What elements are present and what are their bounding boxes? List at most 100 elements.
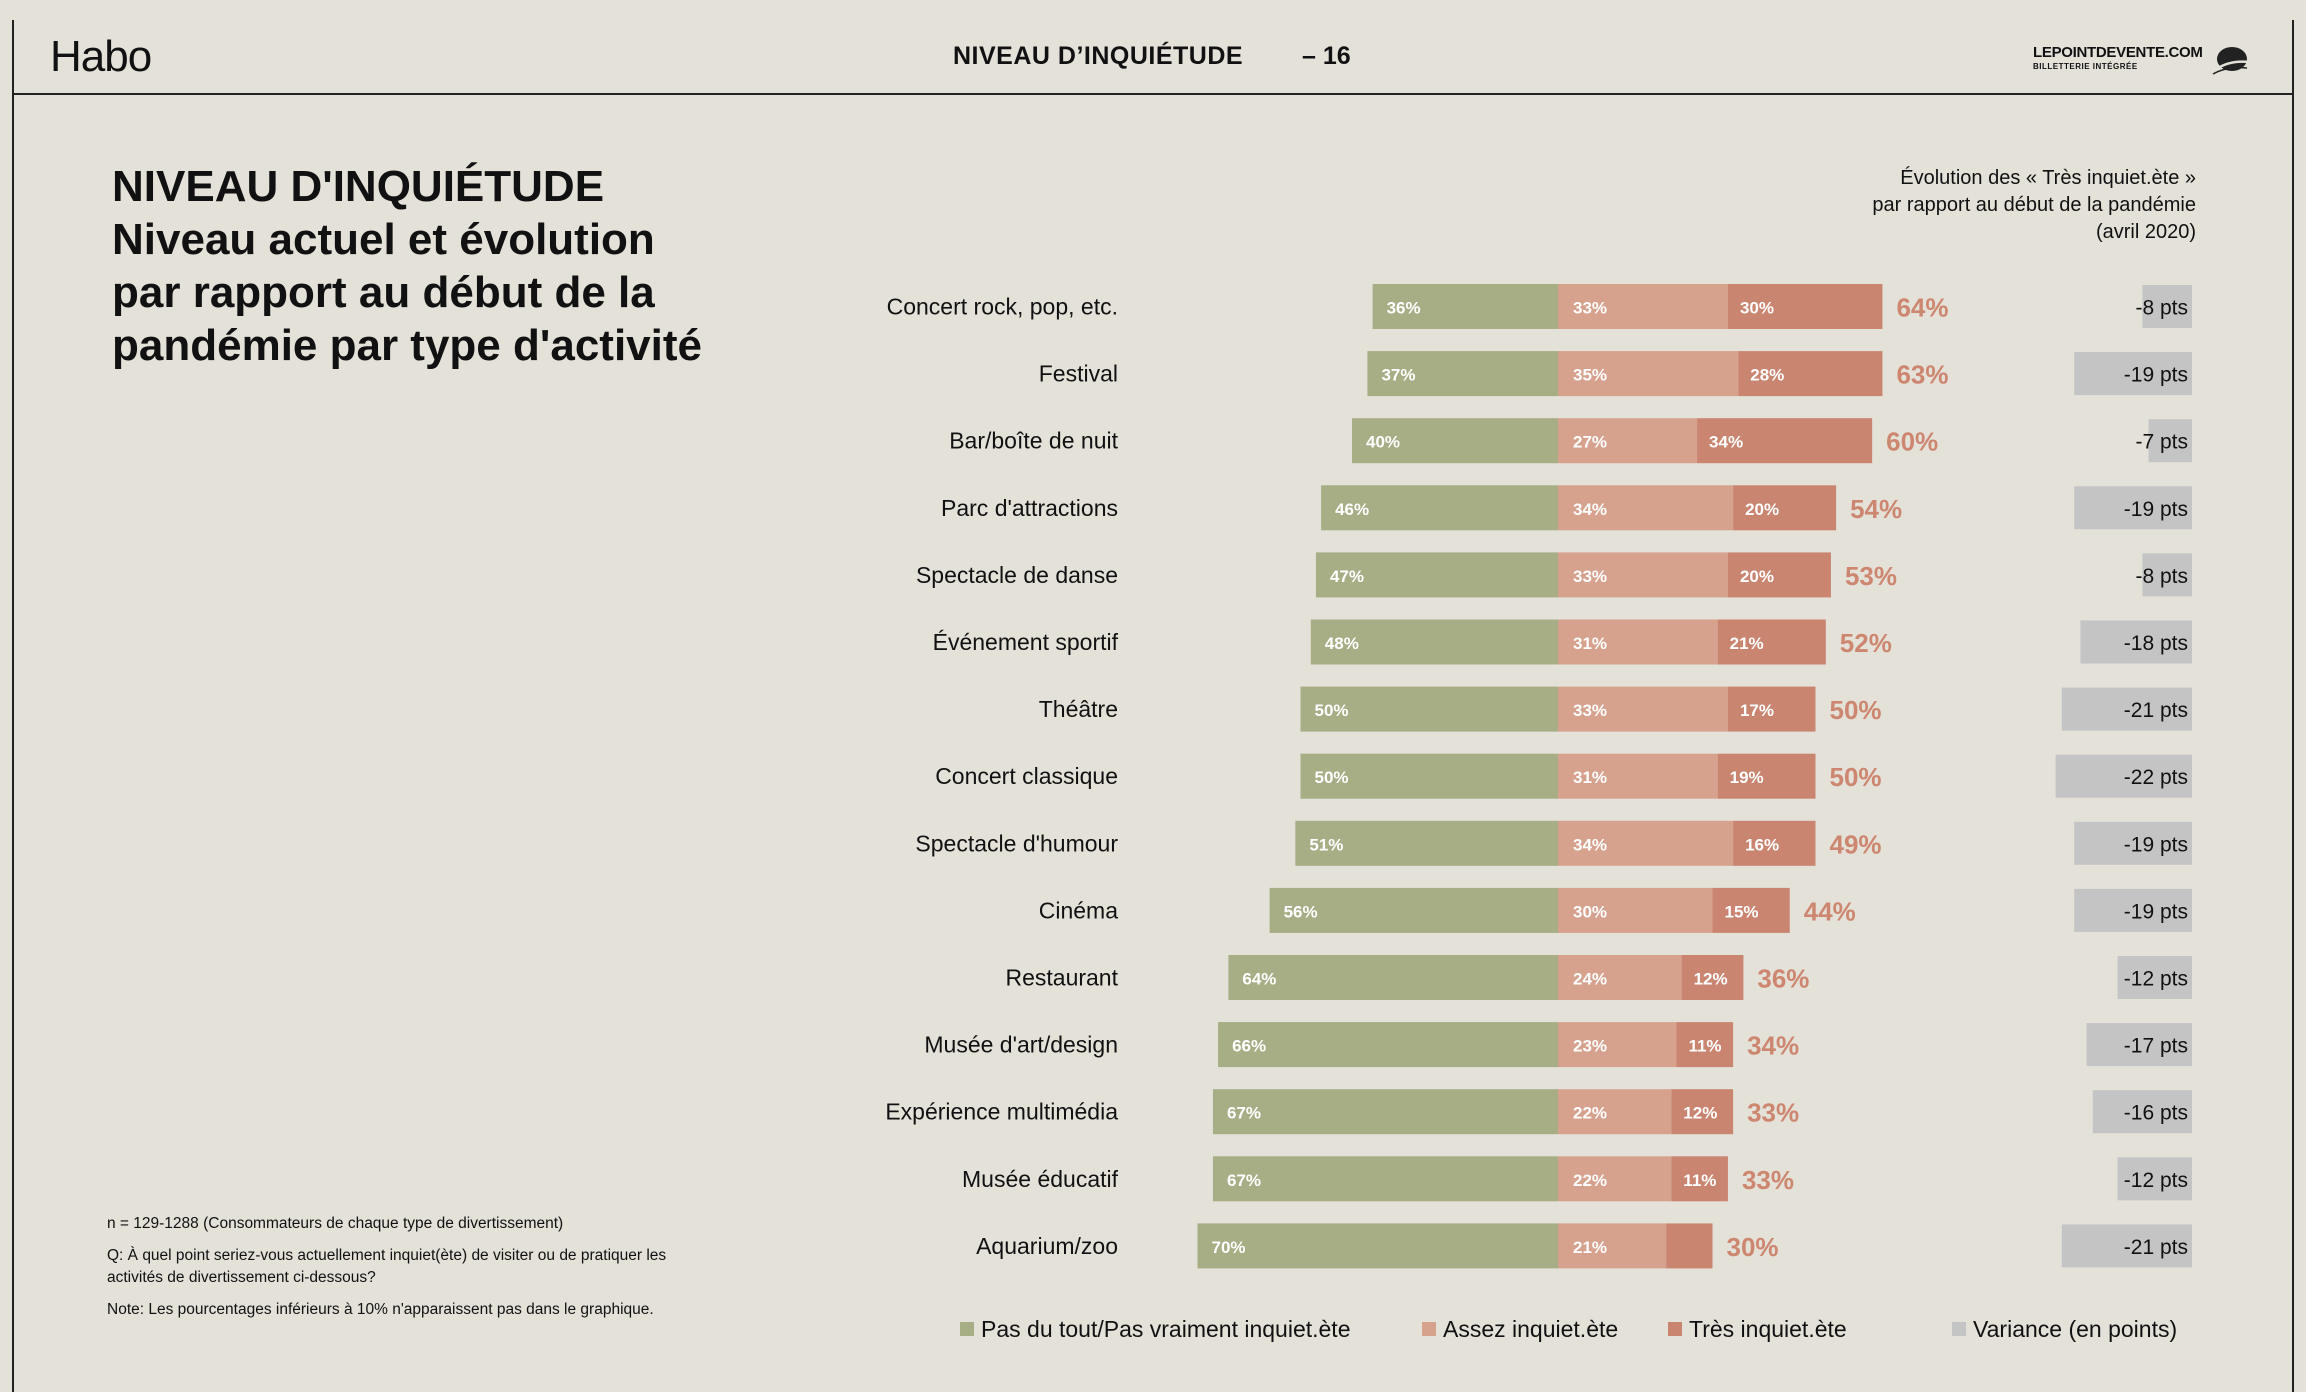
bar-not-worried — [1321, 485, 1558, 531]
footnote-note: Note: Les pourcentages inférieurs à 10% … — [107, 1301, 654, 1318]
total-worried-label: 50% — [1830, 762, 1882, 792]
category-label: Expérience multimédia — [885, 1099, 1118, 1125]
data-label-somewhat-worried: 33% — [1573, 567, 1607, 586]
total-worried-label: 44% — [1804, 896, 1856, 926]
variance-bar — [2117, 1157, 2192, 1201]
data-label-not-worried: 51% — [1309, 835, 1343, 854]
variance-label: -12 pts — [2124, 1169, 2188, 1192]
data-label-not-worried: 64% — [1242, 970, 1276, 989]
bar-not-worried — [1300, 686, 1558, 732]
total-worried-label: 63% — [1896, 360, 1948, 390]
category-label: Musée éducatif — [962, 1166, 1119, 1192]
variance-bar — [2148, 419, 2192, 463]
variance-label: -7 pts — [2135, 431, 2188, 454]
legend-swatch — [1952, 1322, 1966, 1336]
total-worried-label: 54% — [1850, 494, 1902, 524]
variance-label: -16 pts — [2124, 1102, 2188, 1125]
data-label-somewhat-worried: 35% — [1573, 366, 1607, 385]
data-label-not-worried: 37% — [1381, 366, 1415, 385]
data-label-not-worried: 46% — [1335, 500, 1369, 519]
bar-somewhat-worried — [1558, 351, 1739, 397]
bar-somewhat-worried — [1558, 753, 1718, 799]
category-label: Événement sportif — [933, 629, 1119, 655]
frame-left-border — [12, 20, 14, 1392]
variance-label: -12 pts — [2124, 968, 2188, 991]
data-label-somewhat-worried: 34% — [1573, 500, 1607, 519]
data-label-very-worried: 15% — [1725, 902, 1759, 921]
bar-somewhat-worried — [1558, 1156, 1672, 1202]
bar-not-worried — [1269, 887, 1558, 933]
total-worried-label: 53% — [1845, 561, 1897, 591]
bar-not-worried — [1218, 1022, 1558, 1068]
bar-somewhat-worried — [1558, 686, 1728, 732]
variance-label: -8 pts — [2135, 297, 2188, 320]
data-label-not-worried: 66% — [1232, 1037, 1266, 1056]
category-label: Concert classique — [935, 763, 1118, 789]
data-label-very-worried: 34% — [1709, 433, 1743, 452]
bar-very-worried — [1681, 955, 1744, 1000]
variance-bar — [2080, 620, 2192, 664]
legend-label: Assez inquiet.ète — [1443, 1316, 1619, 1342]
frame-right-border — [2292, 20, 2294, 1392]
category-label: Théâtre — [1039, 696, 1118, 722]
bar-very-worried — [1676, 1022, 1734, 1068]
brand-logo: Habo — [50, 32, 152, 81]
variance-caption: Évolution des « Très inquiet.ète » par r… — [1872, 165, 2196, 246]
footnotes: n = 129-1288 (Consommateurs de chaque ty… — [107, 1213, 707, 1331]
total-worried-label: 34% — [1747, 1031, 1799, 1061]
data-label-not-worried: 48% — [1325, 634, 1359, 653]
variance-label: -18 pts — [2124, 632, 2188, 655]
data-label-very-worried: 20% — [1740, 567, 1774, 586]
data-label-not-worried: 50% — [1315, 768, 1349, 787]
header-divider — [12, 93, 2294, 95]
data-label-very-worried: 28% — [1750, 366, 1784, 385]
chart-title: NIVEAU D'INQUIÉTUDE — [112, 162, 605, 211]
total-worried-label: 60% — [1886, 427, 1938, 457]
bar-not-worried — [1372, 284, 1558, 329]
category-label: Restaurant — [1005, 965, 1118, 991]
bar-very-worried — [1733, 820, 1816, 866]
variance-bar — [2074, 486, 2192, 530]
variance-bar — [2142, 553, 2192, 597]
legend-swatch — [960, 1322, 974, 1336]
bar-somewhat-worried — [1558, 1089, 1672, 1135]
page-number: – 16 — [1302, 42, 1351, 70]
variance-caption-line: Évolution des « Très inquiet.ète » — [1900, 167, 2196, 189]
chart-subtitle: Niveau actuel et évolution par rapport a… — [112, 215, 702, 370]
data-label-very-worried: 11% — [1683, 1171, 1716, 1190]
data-label-not-worried: 40% — [1366, 433, 1400, 452]
variance-label: -8 pts — [2135, 565, 2188, 588]
data-label-very-worried: 11% — [1688, 1037, 1721, 1056]
bar-somewhat-worried — [1558, 955, 1682, 1000]
partner-name: LEPOINTDEVENTE.COM — [2033, 44, 2203, 61]
legend-label: Variance (en points) — [1973, 1316, 2178, 1342]
variance-label: -21 pts — [2124, 699, 2188, 722]
data-label-very-worried: 17% — [1740, 701, 1774, 720]
data-label-not-worried: 47% — [1330, 567, 1364, 586]
variance-bar — [2117, 956, 2192, 999]
bar-not-worried — [1367, 351, 1558, 397]
data-label-somewhat-worried: 22% — [1573, 1171, 1607, 1190]
section-title: NIVEAU D’INQUIÉTUDE — [953, 42, 1244, 70]
variance-label: -22 pts — [2124, 766, 2188, 789]
bar-very-worried — [1727, 686, 1816, 732]
total-worried-label: 50% — [1830, 695, 1882, 725]
bar-not-worried — [1315, 552, 1558, 598]
bar-very-worried — [1738, 351, 1883, 397]
bar-very-worried — [1717, 619, 1826, 665]
bar-not-worried — [1212, 1089, 1558, 1135]
data-label-somewhat-worried: 22% — [1573, 1104, 1607, 1123]
partner-tagline: BILLETTERIE INTÉGRÉE — [2033, 62, 2138, 71]
footnote-sample: n = 129-1288 (Consommateurs de chaque ty… — [107, 1215, 564, 1232]
partner-mark-icon — [2212, 47, 2250, 75]
data-label-somewhat-worried: 27% — [1573, 433, 1607, 452]
total-worried-label: 33% — [1747, 1098, 1799, 1128]
category-label: Spectacle d'humour — [915, 830, 1118, 856]
variance-caption-line: (avril 2020) — [2095, 221, 2196, 243]
legend-label: Pas du tout/Pas vraiment inquiet.ète — [981, 1316, 1351, 1342]
bar-very-worried — [1727, 284, 1883, 329]
bar-somewhat-worried — [1558, 820, 1734, 866]
variance-bar — [2055, 754, 2192, 798]
variance-label: -19 pts — [2124, 364, 2188, 387]
data-label-not-worried: 70% — [1212, 1238, 1246, 1257]
